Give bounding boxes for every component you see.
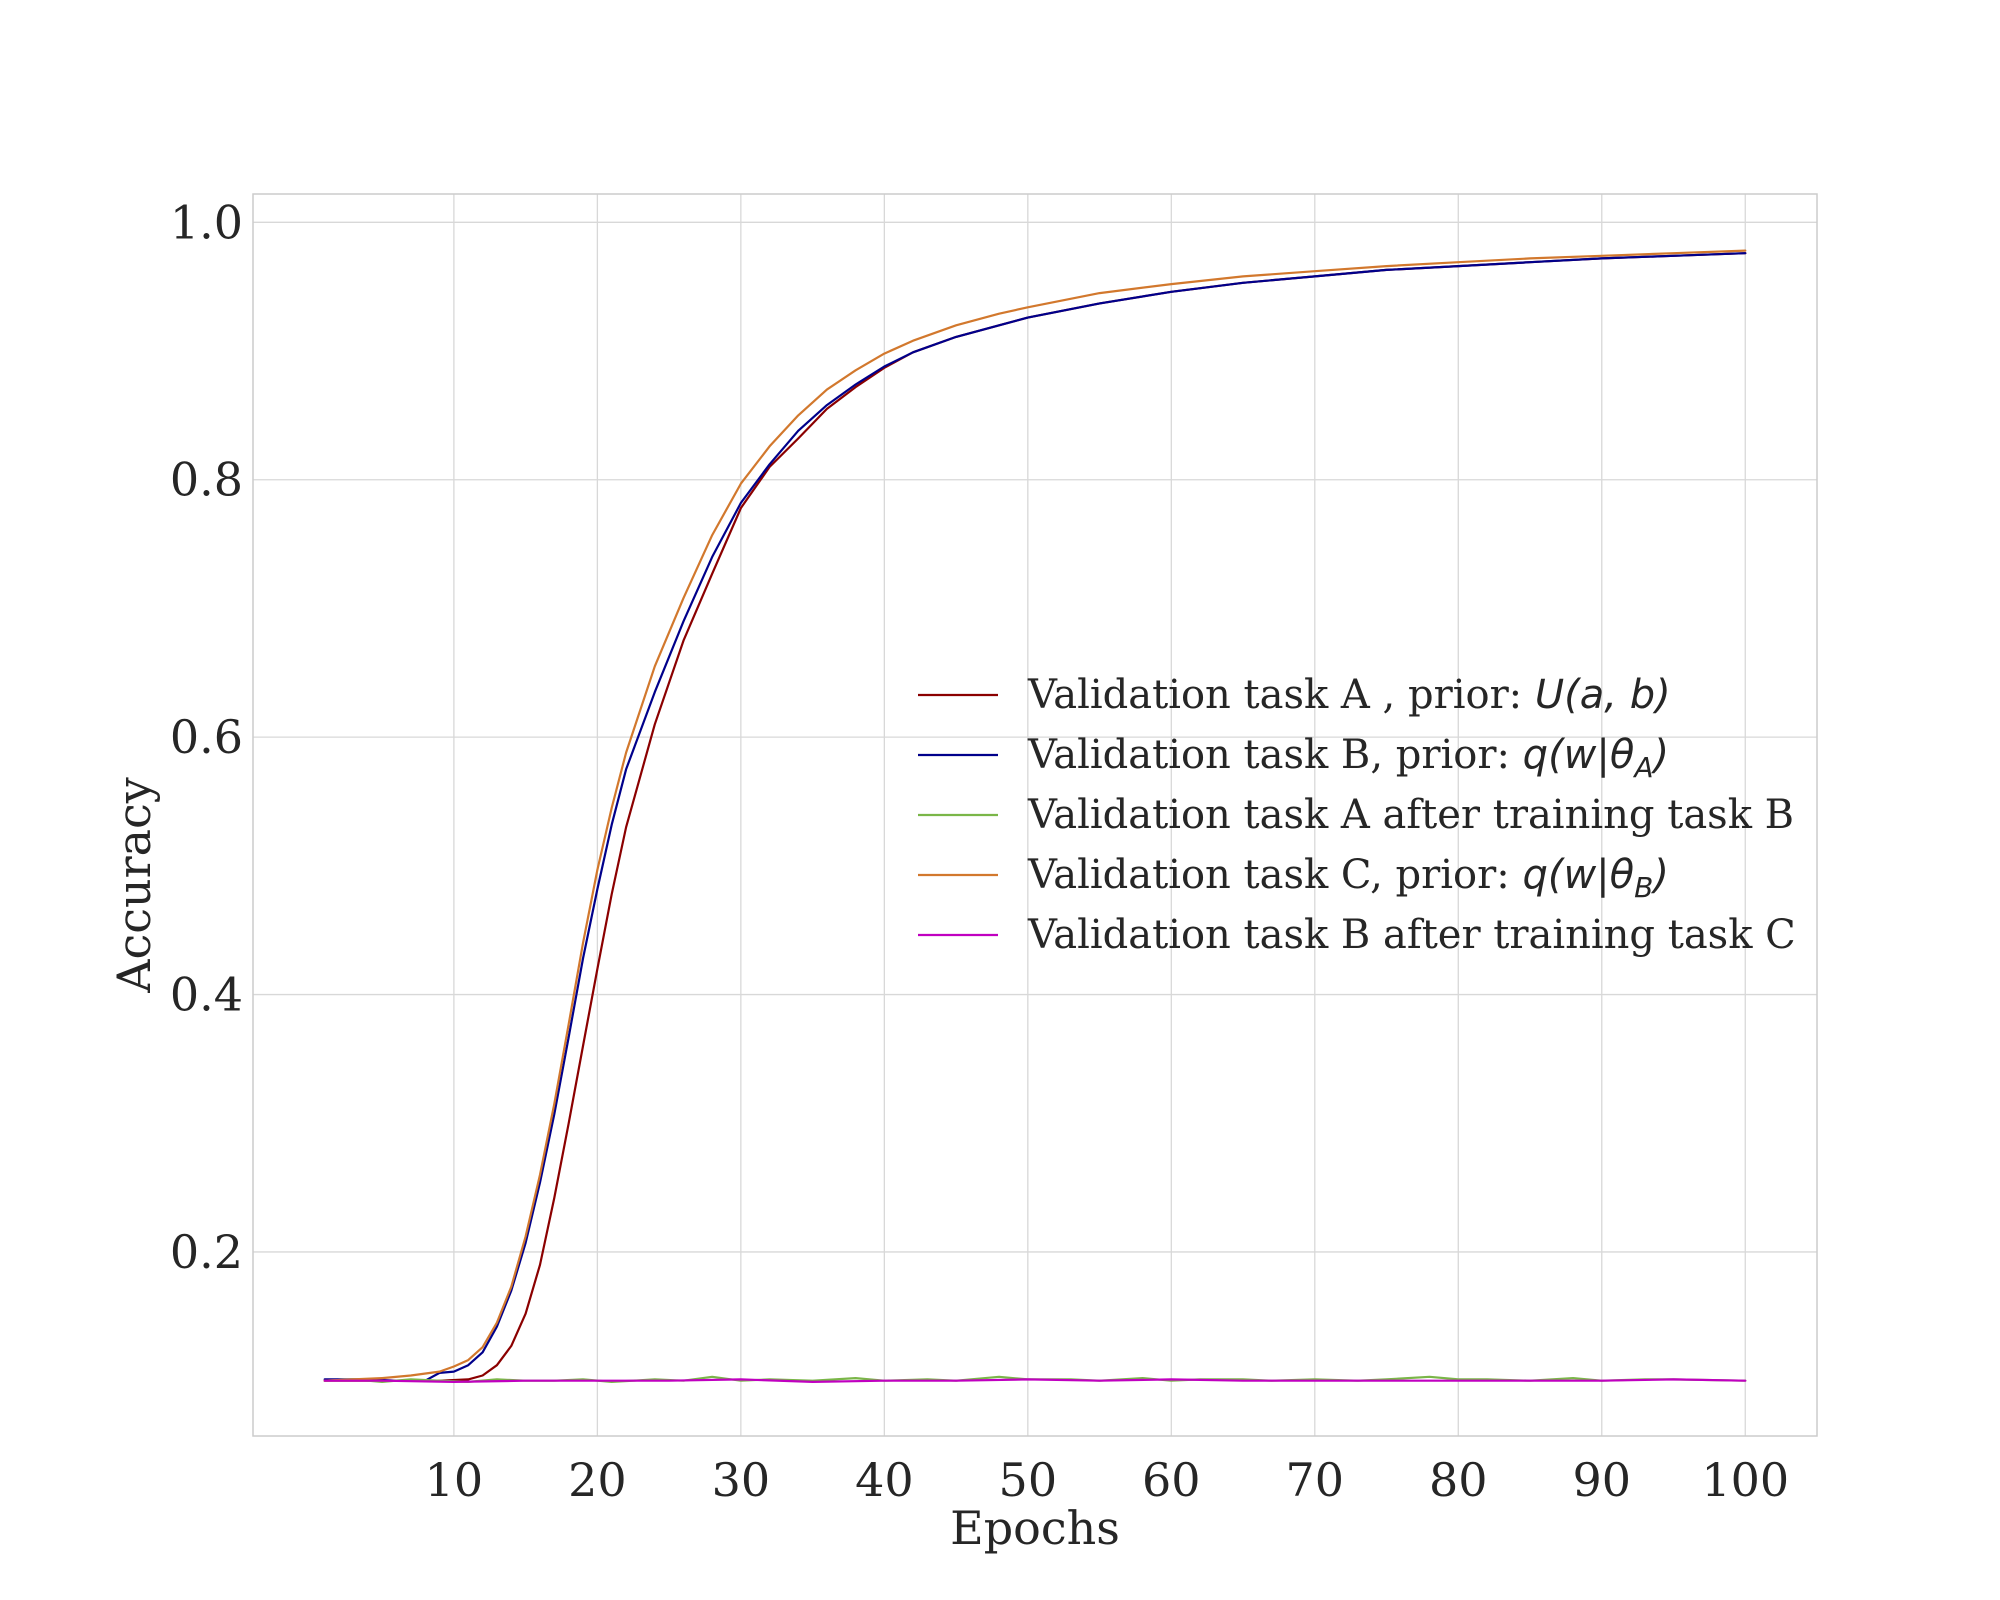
x-tick-label: 30 bbox=[712, 1453, 771, 1507]
x-tick-label: 60 bbox=[1142, 1453, 1201, 1507]
legend-label-4: Validation task C, prior: q(w|θB) bbox=[1027, 852, 1669, 904]
x-tick-label: 40 bbox=[855, 1453, 914, 1507]
y-tick-label: 0.4 bbox=[170, 968, 243, 1022]
x-tick-label: 10 bbox=[425, 1453, 484, 1507]
series-lines bbox=[323, 249, 1747, 1383]
plot-area-frame bbox=[252, 193, 1818, 1437]
y-axis-label: Accuracy bbox=[107, 777, 161, 994]
y-tick-label: 0.6 bbox=[170, 710, 243, 764]
x-tick-label: 80 bbox=[1429, 1453, 1488, 1507]
legend-label-3: Validation task A after training task B bbox=[1027, 792, 1794, 838]
series-line-4 bbox=[323, 249, 1747, 1382]
grid bbox=[253, 194, 1817, 1436]
y-tick-label: 1.0 bbox=[170, 195, 243, 249]
legend-label-2: Validation task B, prior: q(w|θA) bbox=[1027, 732, 1669, 784]
x-tick-label: 20 bbox=[568, 1453, 627, 1507]
x-tick-label: 70 bbox=[1286, 1453, 1345, 1507]
x-tick-label: 100 bbox=[1701, 1453, 1789, 1507]
series-line-5 bbox=[323, 1378, 1747, 1383]
y-tick-label: 0.8 bbox=[170, 453, 243, 507]
legend-label-5: Validation task B after training task C bbox=[1027, 912, 1796, 958]
x-tick-label: 50 bbox=[999, 1453, 1058, 1507]
x-axis-label: Epochs bbox=[950, 1501, 1120, 1555]
series-line-2 bbox=[323, 252, 1747, 1382]
legend: Validation task A , prior: U(a, b) Valida… bbox=[918, 672, 1796, 958]
tick-labels: 10 20 30 40 50 60 70 80 90 100 0.2 0.4 0.6 0.8 1.0 bbox=[170, 195, 1789, 1507]
x-tick-label: 90 bbox=[1572, 1453, 1631, 1507]
legend-label-1: Validation task A , prior: U(a, b) bbox=[1027, 672, 1671, 718]
y-tick-label: 0.2 bbox=[170, 1225, 243, 1279]
